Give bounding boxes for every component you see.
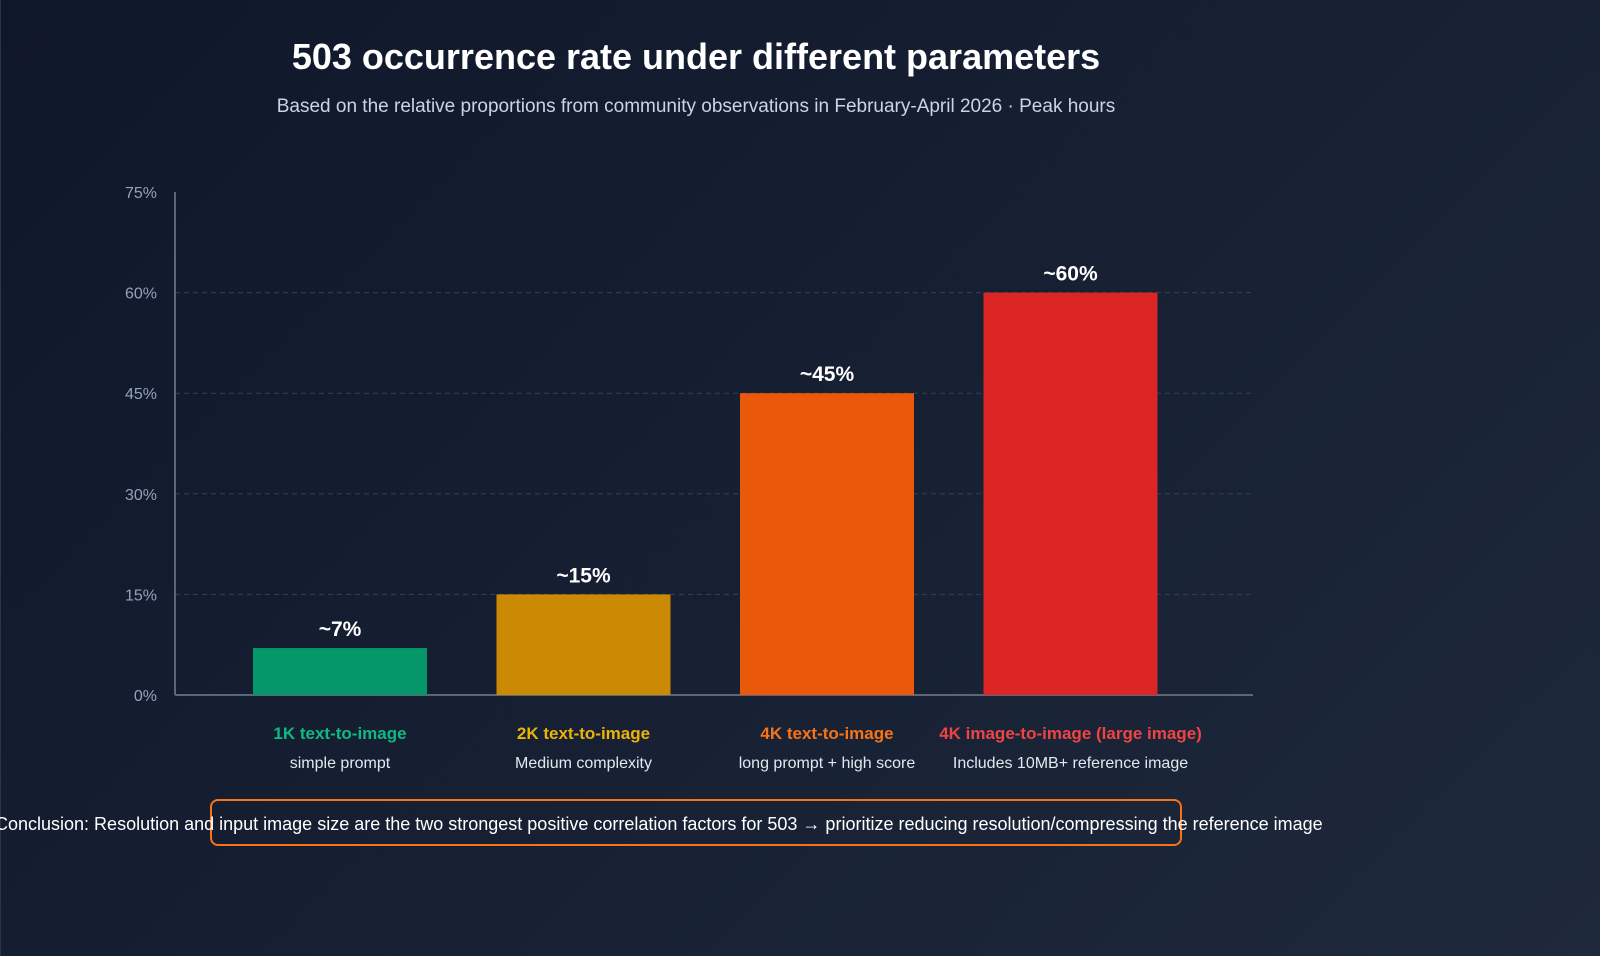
category-label: 4K text-to-image xyxy=(760,724,893,743)
category-subtitle: Includes 10MB+ reference image xyxy=(953,755,1188,772)
conclusion-text: Conclusion: Resolution and input image s… xyxy=(0,814,1323,834)
y-axis-ticks: 0% 15% 30% 45% 60% 75% xyxy=(125,185,157,705)
category-label: 2K text-to-image xyxy=(517,724,650,743)
conclusion-box xyxy=(210,799,1182,846)
data-label: ~45% xyxy=(800,363,855,386)
bar xyxy=(496,594,671,695)
chart-subtitle: Based on the relative proportions from c… xyxy=(277,96,1116,117)
y-tick-label: 75% xyxy=(125,185,157,202)
category-label: 1K text-to-image xyxy=(273,724,406,743)
data-label: ~7% xyxy=(319,618,362,641)
category-subtitle: Medium complexity xyxy=(515,755,652,772)
y-tick-label: 60% xyxy=(125,286,157,303)
y-tick-label: 30% xyxy=(125,487,157,504)
category-labels: 1K text-to-image simple prompt 2K text-to-… xyxy=(273,724,1201,772)
bar xyxy=(983,292,1158,695)
data-label: ~60% xyxy=(1043,263,1098,286)
data-label: ~15% xyxy=(556,564,611,587)
category-subtitle: simple prompt xyxy=(290,755,391,772)
category-subtitle: long prompt + high score xyxy=(739,755,916,772)
category-label: 4K image-to-image (large image) xyxy=(939,724,1202,743)
bar xyxy=(740,393,914,695)
y-tick-label: 45% xyxy=(125,386,157,403)
data-labels: ~7% ~15% ~45% ~60% xyxy=(319,263,1098,641)
y-tick-label: 0% xyxy=(134,688,157,705)
bars xyxy=(253,292,1158,695)
y-tick-label: 15% xyxy=(125,587,157,604)
bar xyxy=(253,648,427,695)
chart-title: 503 occurrence rate under different para… xyxy=(292,36,1100,77)
